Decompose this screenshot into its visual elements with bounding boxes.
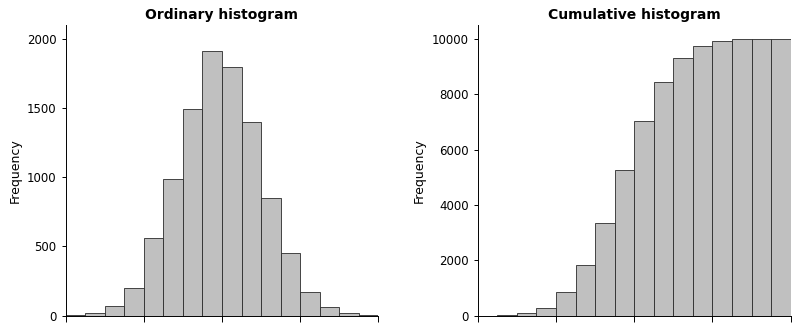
Bar <box>732 39 752 316</box>
Bar <box>163 179 183 316</box>
Bar <box>261 198 280 316</box>
Bar <box>202 51 222 316</box>
Bar <box>536 307 556 316</box>
Bar <box>614 171 634 316</box>
Bar <box>124 288 144 316</box>
Bar <box>752 39 771 316</box>
Bar <box>144 238 163 316</box>
Bar <box>241 122 261 316</box>
Y-axis label: Frequency: Frequency <box>8 138 22 203</box>
Bar <box>634 121 654 316</box>
Bar <box>183 109 202 316</box>
Bar <box>674 58 693 316</box>
Y-axis label: Frequency: Frequency <box>413 138 426 203</box>
Title: Cumulative histogram: Cumulative histogram <box>548 8 721 22</box>
Title: Ordinary histogram: Ordinary histogram <box>145 8 299 22</box>
Bar <box>280 253 300 316</box>
Bar <box>713 41 732 316</box>
Bar <box>105 306 124 316</box>
Bar <box>556 292 575 316</box>
Bar <box>497 315 517 316</box>
Bar <box>595 223 614 316</box>
Bar <box>771 39 791 316</box>
Bar <box>85 313 105 316</box>
Bar <box>300 291 320 316</box>
Bar <box>320 307 340 316</box>
Bar <box>575 265 595 316</box>
Bar <box>517 313 536 316</box>
Bar <box>222 67 241 316</box>
Bar <box>340 313 359 316</box>
Bar <box>654 82 674 316</box>
Bar <box>693 46 713 316</box>
